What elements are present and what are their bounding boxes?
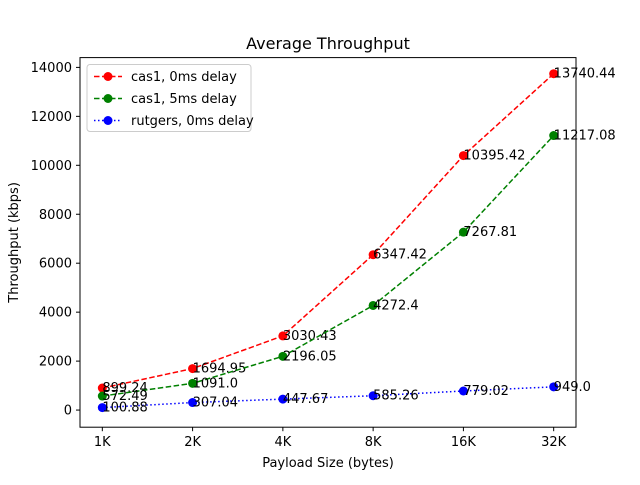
data-label: 100.88: [102, 401, 148, 416]
y-tick-label: 8000: [39, 208, 72, 223]
y-tick-label: 4000: [39, 306, 72, 321]
data-point: [97, 383, 107, 393]
data-label: 11217.08: [554, 129, 616, 144]
data-point: [368, 300, 378, 310]
data-point: [97, 403, 107, 413]
x-axis-label: Payload Size (bytes): [262, 456, 394, 471]
legend-marker: [103, 72, 113, 81]
data-label: 10395.42: [463, 149, 525, 164]
data-point: [278, 331, 288, 341]
data-label: 6347.42: [373, 248, 427, 263]
data-point: [368, 391, 378, 401]
x-tick-label: 16K: [451, 435, 477, 450]
data-label: 585.26: [373, 389, 419, 404]
legend-marker: [103, 94, 113, 103]
legend-frame: [86, 64, 252, 132]
data-label: 949.0: [554, 380, 591, 395]
data-point: [549, 382, 559, 392]
data-label: 572.49: [102, 389, 148, 404]
data-point: [458, 151, 468, 161]
data-point: [278, 394, 288, 404]
series-line: [102, 386, 554, 409]
y-tick-label: 2000: [39, 355, 72, 370]
data-label: 1091.0: [193, 376, 239, 391]
plot-content: 899.24 1694.95 3030.43 6347.42 10395.42 13740…: [97, 67, 616, 416]
data-label: 13740.44: [554, 67, 616, 82]
data-label: 779.02: [463, 384, 509, 399]
y-tick-label: 10000: [31, 159, 72, 174]
legend-label: rutgers, 0ms delay: [131, 114, 254, 129]
y-tick-label: 6000: [39, 257, 72, 272]
y-tick-label: 0: [64, 404, 72, 419]
series-1: 899.24 1694.95 3030.43 6347.42 10395.42 13740…: [97, 67, 616, 396]
x-tick-label: 8K: [365, 435, 382, 450]
data-point: [549, 131, 559, 141]
data-label: 447.67: [283, 392, 329, 407]
x-tick-label: 2K: [184, 435, 201, 450]
y-axis-label: Throughput (kbps): [7, 182, 22, 304]
data-point: [458, 386, 468, 396]
y-tick-label: 14000: [31, 61, 72, 76]
data-label: 1694.95: [193, 362, 247, 377]
data-point: [188, 398, 198, 408]
x-tick-label: 1K: [94, 435, 111, 450]
data-point: [458, 227, 468, 237]
axes: 1K 2K 4K 8K 16K 32K 0 2000 4000 6000 8000 10000 120…: [31, 57, 577, 450]
legend-label: cas1, 5ms delay: [131, 92, 237, 107]
legend-label: cas1, 0ms delay: [131, 70, 237, 85]
series-3: 100.88 307.04 447.67 585.26 779.02 949.0: [97, 380, 591, 416]
data-label: 307.04: [193, 396, 239, 411]
data-point: [188, 364, 198, 374]
data-label: 2196.05: [283, 349, 337, 364]
data-point: [97, 391, 107, 401]
legend: cas1, 0ms delay cas1, 5ms delay rutgers, 0…: [86, 64, 254, 132]
series-line: [102, 73, 555, 389]
legend-marker: [103, 116, 113, 125]
data-point: [549, 69, 559, 79]
data-label: 3030.43: [283, 329, 337, 344]
data-point: [368, 250, 378, 260]
y-axis-ticks: 0 2000 4000 6000 8000 10000 12000 14000: [31, 61, 80, 419]
x-axis-ticks: 1K 2K 4K 8K 16K 32K: [94, 427, 567, 450]
y-tick-label: 12000: [31, 110, 72, 125]
series-line: [102, 134, 555, 397]
data-label: 899.24: [102, 381, 148, 396]
plot-frame: [79, 57, 577, 428]
data-label: 4272.4: [373, 298, 419, 313]
data-point: [278, 351, 288, 361]
data-point: [188, 378, 198, 388]
data-label: 7267.81: [463, 225, 517, 240]
chart-title: Average Throughput: [246, 34, 410, 53]
x-tick-label: 4K: [274, 435, 291, 450]
series-2: 572.49 1091.0 2196.05 4272.4 7267.81 11217.08: [97, 129, 616, 404]
x-tick-label: 32K: [541, 435, 567, 450]
